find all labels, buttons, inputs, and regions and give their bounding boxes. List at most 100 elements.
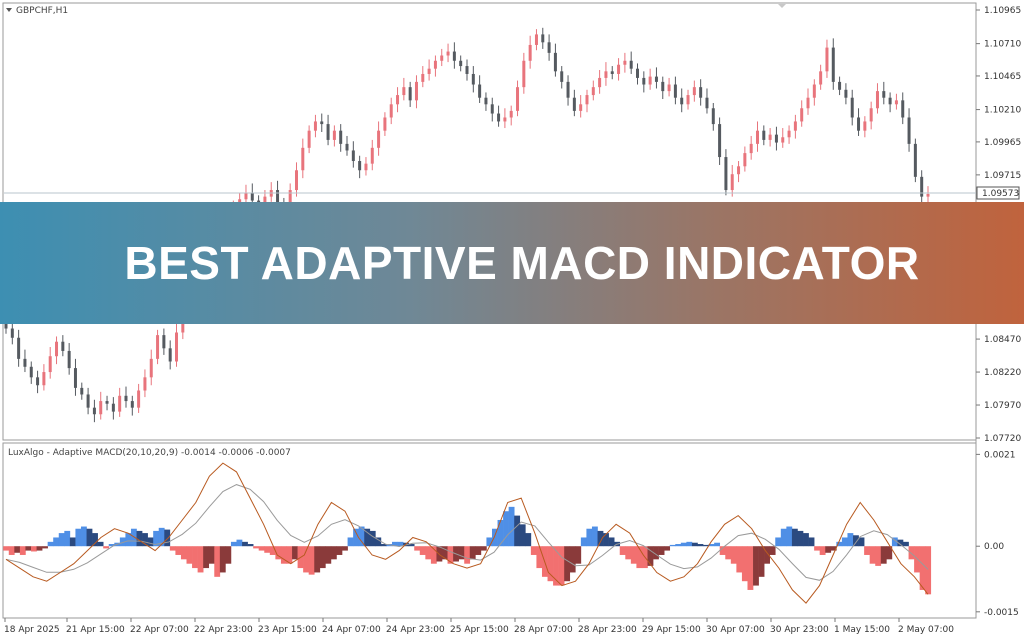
histogram-bar: [69, 537, 76, 547]
candle-body: [831, 47, 835, 82]
price-tick-label: 1.10465: [984, 72, 1021, 82]
histogram-bar: [647, 546, 654, 566]
histogram-bar: [880, 546, 887, 564]
histogram-bar: [514, 515, 521, 547]
candle-body: [490, 104, 494, 114]
histogram-bar: [653, 546, 659, 560]
candle-body: [99, 401, 103, 415]
candle-body: [907, 117, 911, 144]
histogram-bar: [908, 546, 915, 560]
candle-body: [175, 332, 179, 362]
histogram-bar: [591, 526, 598, 547]
histogram-bar: [669, 544, 676, 547]
candle-body: [825, 47, 829, 72]
histogram-bar: [130, 528, 137, 547]
histogram-bar: [525, 533, 532, 547]
candle-body: [402, 87, 406, 96]
candle-body: [484, 97, 488, 105]
price-tick-label: 1.08470: [984, 335, 1021, 345]
symbol-label: GBPCHF,H1: [16, 6, 68, 16]
candle-body: [863, 121, 867, 131]
histogram-bar: [208, 546, 215, 564]
candle-body: [118, 395, 122, 412]
histogram-bar: [858, 537, 865, 547]
histogram-bar: [914, 546, 920, 573]
candle-body: [812, 84, 816, 98]
histogram-bar: [719, 546, 726, 555]
histogram-bar: [841, 537, 848, 547]
candle-body: [541, 34, 545, 43]
time-tick-label: 22 Apr 23:00: [194, 625, 253, 635]
histogram-bar: [741, 546, 748, 582]
histogram-bar: [603, 533, 609, 547]
candle-body: [10, 328, 14, 338]
candle-body: [67, 350, 71, 369]
candle-body: [667, 84, 671, 92]
indicator-tick-label: -0.0015: [984, 608, 1019, 618]
histogram-bar: [269, 546, 276, 555]
candle-body: [149, 358, 153, 378]
candle-body: [869, 108, 873, 122]
candle-body: [326, 124, 330, 140]
histogram-bar: [280, 546, 287, 564]
histogram-bar: [558, 546, 565, 586]
histogram-bar: [153, 530, 160, 547]
histogram-bar: [886, 546, 893, 560]
histogram-bar: [325, 546, 332, 564]
histogram-bar: [58, 533, 65, 547]
candle-body: [875, 91, 879, 109]
candle-body: [560, 71, 564, 82]
time-tick-label: 22 Apr 07:00: [130, 625, 189, 635]
time-tick-label: 24 Apr 23:00: [386, 625, 445, 635]
candle-body: [156, 335, 160, 359]
candle-body: [755, 130, 759, 144]
candle-body: [591, 87, 595, 96]
histogram-bar: [80, 526, 87, 547]
histogram-bar: [125, 533, 132, 547]
histogram-bar: [630, 546, 637, 564]
candle-body: [749, 143, 753, 154]
histogram-bar: [925, 546, 932, 595]
histogram-bar: [442, 546, 448, 560]
histogram-bar: [86, 528, 93, 547]
time-tick-label: 28 Apr 07:00: [514, 625, 573, 635]
candle-body: [888, 97, 892, 105]
histogram-bar: [225, 546, 232, 564]
histogram-bar: [530, 546, 537, 555]
histogram-bar: [636, 546, 643, 569]
histogram-bar: [797, 530, 804, 547]
indicator-tick-label: 0.0021: [984, 450, 1016, 460]
candle-body: [465, 66, 469, 74]
histogram-bar: [725, 546, 732, 560]
candle-body: [111, 403, 115, 412]
candle-body: [459, 60, 463, 67]
candle-body: [534, 34, 538, 45]
histogram-bar: [686, 541, 693, 547]
histogram-bar: [808, 537, 815, 547]
histogram-bar: [619, 546, 626, 555]
title-banner: BEST ADAPTIVE MACD INDICATOR: [0, 202, 1024, 324]
candle-body: [692, 87, 696, 96]
candle-body: [497, 113, 501, 122]
candle-body: [553, 52, 557, 72]
histogram-bar: [8, 546, 15, 555]
indicator-label: LuxAlgo - Adaptive MACD(20,10,20,9) -0.0…: [8, 448, 291, 458]
candle-body: [585, 95, 589, 105]
candle-body: [414, 81, 418, 101]
candle-body: [320, 121, 324, 125]
histogram-bar: [464, 546, 471, 564]
candle-body: [61, 341, 65, 351]
chevron-down-icon[interactable]: [6, 8, 12, 12]
time-tick-label: 30 Apr 07:00: [706, 625, 765, 635]
candle-body: [383, 117, 387, 131]
histogram-bar: [758, 546, 765, 577]
candle-body: [276, 190, 280, 204]
candle-body: [642, 77, 646, 85]
histogram-bar: [242, 541, 248, 547]
histogram-bar: [791, 528, 798, 547]
price-tick-label: 1.07720: [984, 434, 1021, 444]
macd-lines: [5, 462, 929, 604]
histogram-bar: [847, 533, 854, 547]
candle-body: [339, 130, 343, 144]
histogram-bar: [230, 541, 237, 547]
